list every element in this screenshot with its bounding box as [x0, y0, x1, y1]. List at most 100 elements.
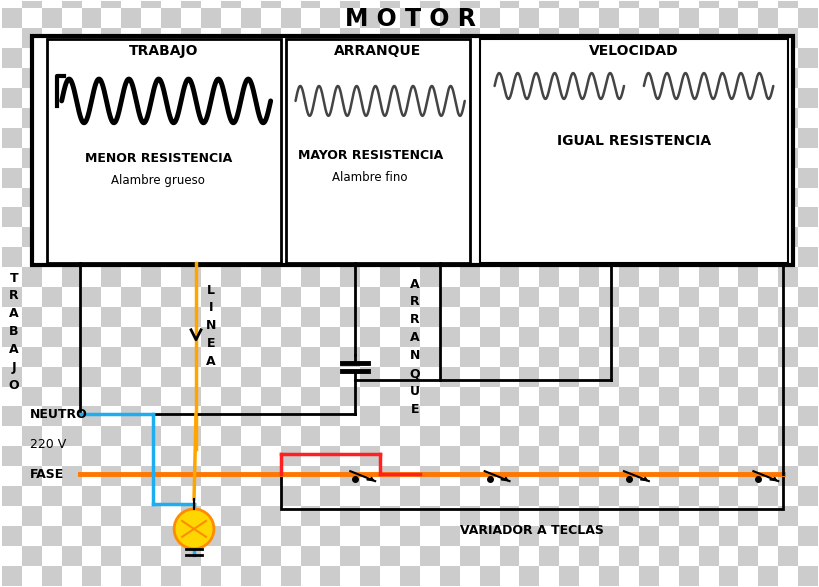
Bar [320, 327, 340, 347]
Bar [42, 387, 61, 406]
Bar [479, 446, 499, 466]
Bar [400, 546, 419, 566]
Bar [2, 347, 22, 367]
Bar [61, 506, 81, 526]
Bar [618, 28, 638, 48]
Bar [102, 367, 121, 387]
Bar [419, 387, 439, 406]
Bar [419, 108, 439, 128]
Bar [817, 566, 819, 586]
Bar [439, 88, 459, 108]
Bar [539, 187, 559, 207]
Bar [519, 387, 539, 406]
Bar [201, 327, 220, 347]
Bar [320, 187, 340, 207]
Bar [61, 446, 81, 466]
Bar [280, 526, 300, 546]
Bar [797, 128, 817, 148]
Bar [618, 446, 638, 466]
Bar [638, 307, 658, 327]
Bar [658, 546, 678, 566]
Bar [539, 68, 559, 88]
Bar [638, 446, 658, 466]
Text: R: R [9, 289, 19, 302]
Bar [340, 287, 360, 307]
Bar [121, 466, 141, 486]
Bar [419, 8, 439, 28]
Bar [61, 28, 81, 48]
Bar [499, 28, 519, 48]
Bar [2, 307, 22, 327]
Bar [539, 267, 559, 287]
Bar [22, 426, 42, 446]
Bar [81, 247, 102, 267]
Bar [678, 207, 698, 227]
Bar [777, 28, 797, 48]
Bar [300, 28, 320, 48]
Bar [141, 88, 161, 108]
Bar [161, 48, 181, 68]
Bar [658, 526, 678, 546]
Bar [559, 0, 578, 8]
Bar [519, 466, 539, 486]
Bar [439, 506, 459, 526]
Bar [499, 526, 519, 546]
Bar [578, 168, 599, 187]
Bar [817, 347, 819, 367]
Bar [499, 168, 519, 187]
Bar [777, 148, 797, 168]
Bar [817, 307, 819, 327]
Bar [797, 108, 817, 128]
Bar [479, 8, 499, 28]
Bar [201, 128, 220, 148]
Bar [658, 8, 678, 28]
Bar [61, 406, 81, 426]
Bar [698, 148, 717, 168]
Bar [618, 148, 638, 168]
Bar [81, 367, 102, 387]
Bar [81, 68, 102, 88]
Bar [81, 0, 102, 8]
Bar [658, 426, 678, 446]
Bar [260, 247, 280, 267]
Bar [817, 367, 819, 387]
Bar [479, 0, 499, 8]
Bar [717, 148, 738, 168]
Bar [141, 566, 161, 586]
Bar [698, 267, 717, 287]
Bar [419, 566, 439, 586]
Bar [360, 68, 380, 88]
Bar [459, 327, 479, 347]
Bar [241, 287, 260, 307]
Bar [300, 8, 320, 28]
Bar [638, 367, 658, 387]
Bar [459, 267, 479, 287]
Bar [400, 406, 419, 426]
Bar [320, 387, 340, 406]
Bar [340, 267, 360, 287]
Bar [738, 28, 758, 48]
Bar [419, 367, 439, 387]
Bar [698, 168, 717, 187]
Bar [141, 207, 161, 227]
Bar [81, 187, 102, 207]
Bar [539, 0, 559, 8]
Bar [102, 566, 121, 586]
Bar [42, 207, 61, 227]
Bar [738, 347, 758, 367]
Bar [400, 526, 419, 546]
Bar [459, 8, 479, 28]
Bar [141, 486, 161, 506]
Circle shape [174, 509, 214, 549]
Bar [220, 8, 241, 28]
Bar [81, 486, 102, 506]
Bar [181, 88, 201, 108]
Bar [81, 307, 102, 327]
Bar [141, 506, 161, 526]
Bar [618, 387, 638, 406]
Bar [717, 48, 738, 68]
Bar [400, 466, 419, 486]
Bar [47, 39, 280, 263]
Bar [340, 446, 360, 466]
Bar [678, 327, 698, 347]
